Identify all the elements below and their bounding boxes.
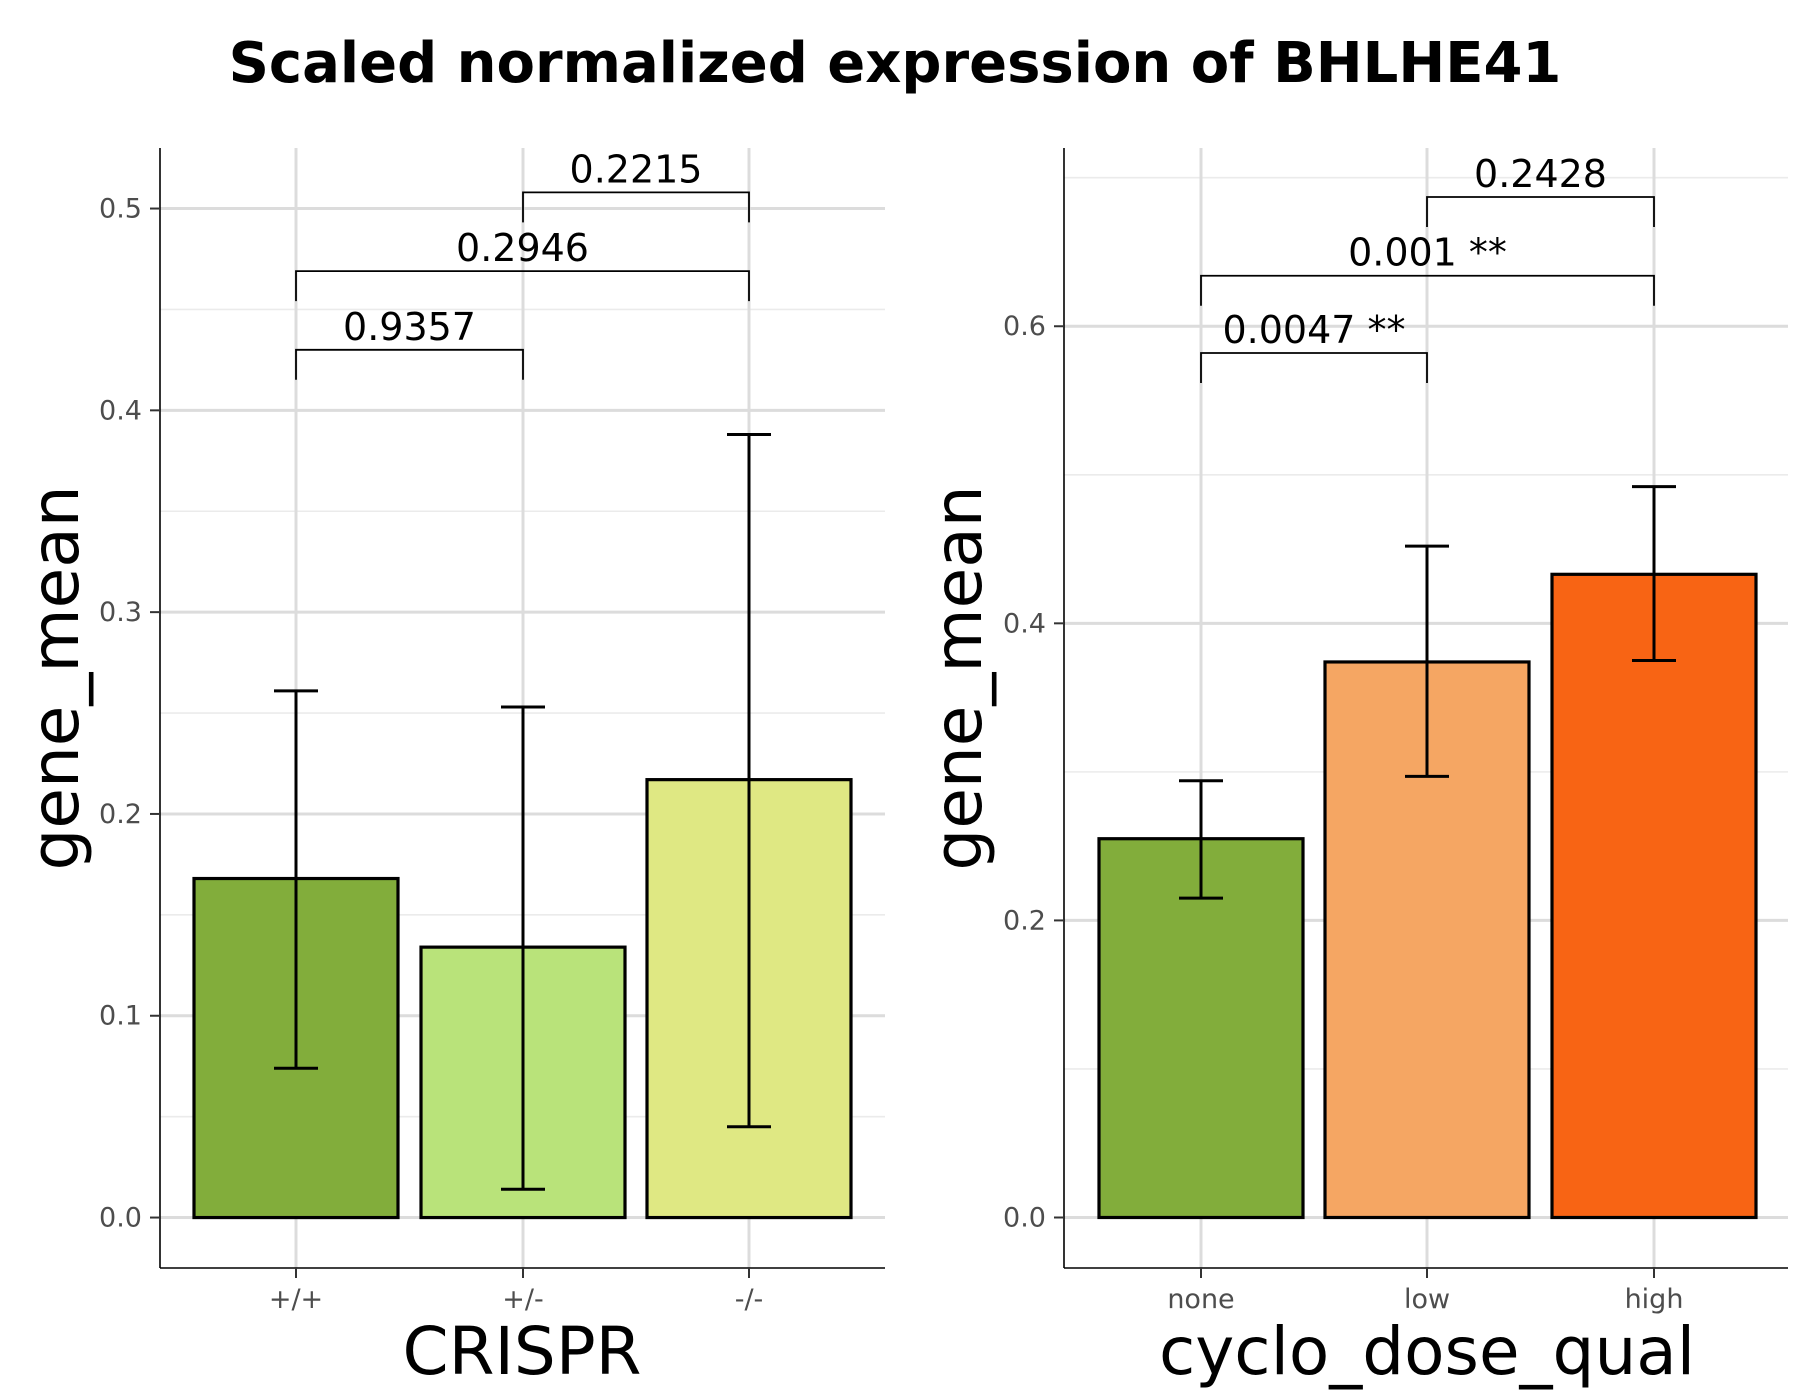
- x-axis-title: cyclo_dose_qual: [1159, 1313, 1695, 1390]
- y-tick-label: 0.1: [99, 1001, 142, 1032]
- y-tick-label: 0.4: [1003, 608, 1046, 639]
- error-bar-2: [1405, 544, 1449, 778]
- y-tick-label: 0.2: [99, 799, 142, 830]
- y-tick-label: 0.3: [99, 597, 142, 628]
- x-tick-label: low: [1404, 1284, 1450, 1315]
- chart-title: Scaled normalized expression of BHLHE41: [229, 31, 1562, 96]
- bar-1: [1097, 837, 1305, 1220]
- error-bar-2: [501, 705, 545, 1191]
- bracket-line: [522, 191, 750, 223]
- panel-crispr: 0.9357 0.2946 0.2215 0.0 0.1 0.2 0.3 0.4 0.5 +/+ +…: [17, 147, 885, 1390]
- x-tick-label: none: [1167, 1284, 1234, 1315]
- x-tick-label: +/-: [502, 1284, 543, 1315]
- bar-3: [1550, 572, 1758, 1220]
- y-tick-label: 0.0: [1003, 1202, 1046, 1233]
- y-tick-label: 0.4: [99, 395, 142, 426]
- bracket-line: [295, 348, 524, 380]
- p-value-label: 0.9357: [343, 305, 476, 349]
- y-axis-title: gene_mean: [920, 485, 997, 870]
- comparison-bracket-3: 0.2428: [1426, 152, 1655, 228]
- x-tick-label: +/+: [269, 1284, 323, 1315]
- y-tick-label: 0.2: [1003, 905, 1046, 936]
- y-axis-title: gene_mean: [17, 485, 94, 870]
- error-bar-3: [1632, 485, 1676, 662]
- p-value-label: 0.001 **: [1348, 231, 1507, 275]
- y-tick-label: 0.0: [99, 1203, 142, 1234]
- error-bar-3: [727, 433, 771, 1129]
- x-tick-label: -/-: [735, 1284, 764, 1315]
- x-axis-title: CRISPR: [403, 1313, 642, 1390]
- comparison-bracket-1: 0.9357: [295, 305, 524, 380]
- comparison-bracket-3: 0.2215: [522, 147, 750, 223]
- panel-cyclo-dose: 0.0047 ** 0.001 ** 0.2428 0.0 0.2 0.4 0.6 none l…: [920, 148, 1788, 1390]
- y-tick-label: 0.6: [1003, 311, 1046, 342]
- bracket-line: [295, 270, 750, 302]
- error-bar-1: [1179, 779, 1223, 900]
- y-tick-label: 0.5: [99, 194, 142, 225]
- comparison-bracket-2: 0.001 **: [1200, 231, 1655, 306]
- p-value-label: 0.2946: [456, 226, 589, 270]
- error-bar-1: [274, 689, 318, 1070]
- comparison-bracket-1: 0.0047 **: [1200, 308, 1428, 383]
- bracket-line: [1426, 196, 1655, 228]
- comparison-bracket-2: 0.2946: [295, 226, 750, 302]
- p-value-label: 0.2215: [570, 147, 703, 191]
- x-tick-label: high: [1625, 1284, 1684, 1315]
- p-value-label: 0.2428: [1474, 152, 1607, 196]
- p-value-label: 0.0047 **: [1222, 308, 1405, 352]
- bracket-line: [1200, 274, 1655, 306]
- bracket-line: [1200, 352, 1428, 383]
